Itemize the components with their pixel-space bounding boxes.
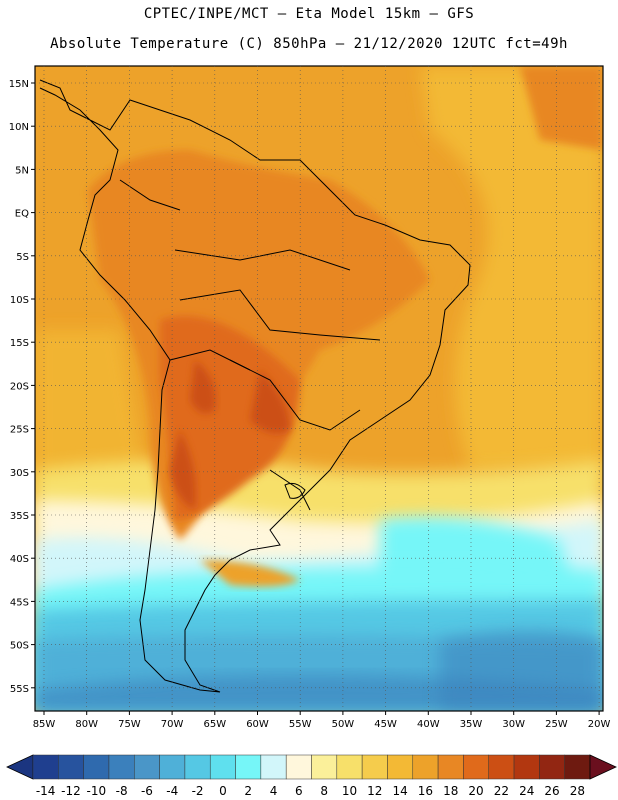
lon-tick-label: 60W bbox=[246, 719, 269, 730]
colorbar-swatch bbox=[134, 754, 160, 780]
colorbar-label: 26 bbox=[544, 784, 559, 798]
colorbar-swatch bbox=[32, 754, 59, 780]
colorbar-swatch bbox=[209, 754, 236, 780]
map-subtitle: Absolute Temperature (C) 850hPa — 21/12/… bbox=[50, 36, 568, 52]
lon-tick-label: 45W bbox=[374, 719, 397, 730]
colorbar-swatch bbox=[463, 754, 489, 780]
lat-tick-label: 40S bbox=[10, 554, 29, 565]
lat-tick-label: 30S bbox=[10, 468, 29, 479]
colorbar-label: 4 bbox=[270, 784, 278, 798]
lat-tick-label: EQ bbox=[15, 209, 29, 220]
colorbar-swatch bbox=[539, 754, 565, 780]
colorbar-swatch bbox=[336, 754, 363, 780]
colorbar-swatch bbox=[311, 754, 338, 780]
temperature-field bbox=[35, 66, 603, 711]
colorbar-swatch bbox=[159, 754, 186, 780]
colorbar-label: 16 bbox=[418, 784, 433, 798]
lat-lon-gridlines bbox=[35, 66, 603, 711]
lon-tick-label: 50W bbox=[332, 719, 355, 730]
colorbar-min-arrow bbox=[6, 754, 34, 780]
lon-tick-label: 55W bbox=[289, 719, 312, 730]
colorbar-label: 10 bbox=[342, 784, 357, 798]
lon-tick-label: 70W bbox=[161, 719, 184, 730]
lat-tick-label: 50S bbox=[10, 641, 29, 652]
colorbar-label: 20 bbox=[468, 784, 483, 798]
lon-tick-label: 75W bbox=[118, 719, 141, 730]
colorbar-label: 28 bbox=[570, 784, 585, 798]
lat-tick-label: 5N bbox=[15, 165, 29, 176]
colorbar-swatch bbox=[387, 754, 414, 780]
lon-tick-label: 65W bbox=[203, 719, 226, 730]
lon-tick-label: 30W bbox=[502, 719, 525, 730]
lon-tick-label: 20W bbox=[588, 719, 611, 730]
plot-frame bbox=[34, 65, 604, 712]
colorbar-label: -6 bbox=[141, 784, 153, 798]
lat-tick-label: 55S bbox=[10, 684, 29, 695]
colorbar-label: 8 bbox=[320, 784, 328, 798]
colorbar-swatch bbox=[108, 754, 135, 780]
latitude-axis: 15N 10N 5N EQ 5S 10S 15S 20S 25S 30S 35S 40S 45S 50S 5… bbox=[9, 79, 35, 695]
lon-tick-label: 85W bbox=[33, 719, 56, 730]
colorbar-max-arrow bbox=[589, 754, 617, 780]
colorbar-label: 2 bbox=[244, 784, 252, 798]
colorbar-swatch bbox=[361, 754, 388, 780]
map-title: CPTEC/INPE/MCT — Eta Model 15km — GFS bbox=[143, 6, 475, 22]
lon-tick-label: 25W bbox=[545, 719, 568, 730]
coastlines bbox=[39, 79, 471, 693]
colorbar-swatch bbox=[235, 754, 262, 780]
colorbar: -14 -12 -10 -8 -6 -4 -2 0 2 4 6 8 10 12 14 16 18 20 22 24 26… bbox=[6, 754, 617, 798]
colorbar-label: -4 bbox=[166, 784, 178, 798]
colorbar-swatch bbox=[564, 754, 591, 780]
colorbar-label: 12 bbox=[367, 784, 382, 798]
colorbar-swatch bbox=[260, 754, 287, 780]
colorbar-swatch bbox=[437, 754, 464, 780]
lat-tick-label: 10N bbox=[9, 122, 29, 133]
lat-tick-label: 35S bbox=[10, 511, 29, 522]
lat-tick-label: 25S bbox=[10, 425, 29, 436]
colorbar-label: -10 bbox=[86, 784, 106, 798]
lon-tick-label: 80W bbox=[75, 719, 98, 730]
colorbar-swatch bbox=[412, 754, 439, 780]
colorbar-label: 18 bbox=[443, 784, 458, 798]
lat-tick-label: 5S bbox=[16, 252, 29, 263]
colorbar-swatch bbox=[488, 754, 515, 780]
lat-tick-label: 10S bbox=[10, 295, 29, 306]
colorbar-label: 24 bbox=[519, 784, 534, 798]
colorbar-label: 6 bbox=[295, 784, 303, 798]
colorbar-swatch bbox=[184, 754, 211, 780]
colorbar-label: -12 bbox=[61, 784, 81, 798]
colorbar-swatch bbox=[83, 754, 110, 780]
colorbar-swatch bbox=[58, 754, 84, 780]
colorbar-label: -8 bbox=[116, 784, 128, 798]
colorbar-swatch bbox=[285, 754, 312, 780]
lon-tick-label: 35W bbox=[460, 719, 483, 730]
lat-tick-label: 45S bbox=[10, 597, 29, 608]
colorbar-label: -14 bbox=[36, 784, 56, 798]
colorbar-label: 14 bbox=[392, 784, 407, 798]
lat-tick-label: 15S bbox=[10, 338, 29, 349]
lon-tick-label: 40W bbox=[417, 719, 440, 730]
colorbar-label: -2 bbox=[192, 784, 204, 798]
longitude-axis: 85W 80W 75W 70W 65W 60W 55W 50W 45W 40W 35W 30W 25W 2… bbox=[33, 711, 611, 730]
colorbar-swatch bbox=[513, 754, 540, 780]
lat-tick-label: 20S bbox=[10, 381, 29, 392]
colorbar-label: 22 bbox=[494, 784, 509, 798]
lat-tick-label: 15N bbox=[9, 79, 29, 90]
colorbar-label: 0 bbox=[219, 784, 227, 798]
